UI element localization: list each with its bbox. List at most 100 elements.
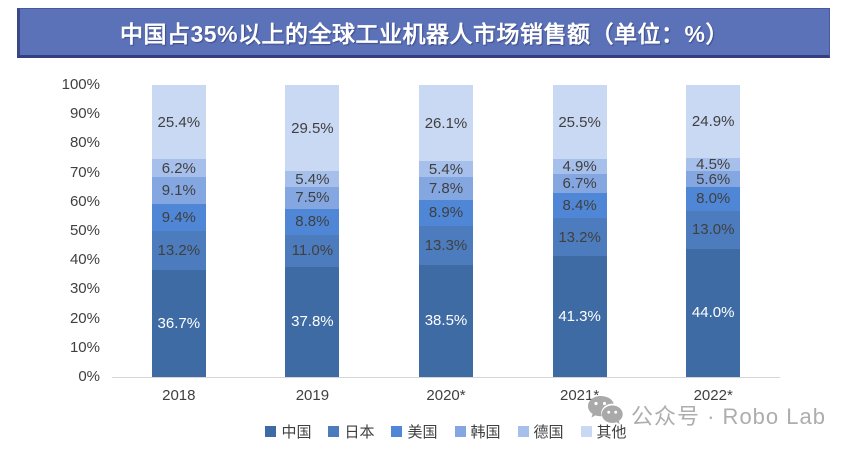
bar-segment-韩国: 7.8% bbox=[419, 177, 473, 200]
stacked-bar-2018: 36.7% 13.2% 9.4% 9.1% 6.2% 25.4% bbox=[151, 85, 206, 377]
bar-segment-德国: 5.4% bbox=[285, 170, 340, 188]
chart-title: 中国占35%以上的全球工业机器人市场销售额（单位：%） bbox=[120, 21, 729, 47]
segment-value-label: 44.0% bbox=[691, 304, 735, 322]
segment-value-label: 4.9% bbox=[562, 158, 597, 176]
bar-segment-日本: 13.0% bbox=[686, 210, 741, 249]
bar-segment-其他: 26.1% bbox=[419, 85, 473, 162]
segment-value-label: 8.9% bbox=[428, 204, 464, 222]
segment-value-label: 7.8% bbox=[428, 179, 464, 197]
legend-label: 德国 bbox=[533, 424, 564, 441]
y-axis-tick: 0% bbox=[78, 368, 100, 385]
bar-segment-美国: 9.4% bbox=[151, 203, 206, 232]
legend-swatch bbox=[454, 426, 466, 437]
bar-segment-日本: 13.3% bbox=[419, 225, 473, 265]
bar-segment-中国: 37.8% bbox=[285, 266, 340, 377]
segment-value-label: 37.8% bbox=[291, 313, 334, 331]
bar-segment-中国: 36.7% bbox=[151, 269, 206, 377]
legend-item-中国: 中国 bbox=[265, 421, 311, 442]
bar-segment-韩国: 9.1% bbox=[151, 177, 206, 204]
legend-item-韩国: 韩国 bbox=[454, 421, 501, 442]
bar-segment-韩国: 5.6% bbox=[686, 170, 741, 188]
legend-item-日本: 日本 bbox=[328, 421, 374, 442]
legend-swatch bbox=[580, 426, 592, 437]
segment-value-label: 13.0% bbox=[691, 221, 735, 239]
y-axis-tick: 10% bbox=[69, 338, 100, 356]
segment-value-label: 13.2% bbox=[157, 242, 201, 260]
segment-value-label: 8.0% bbox=[696, 190, 731, 208]
x-axis-line bbox=[112, 377, 780, 378]
segment-value-label: 29.5% bbox=[291, 119, 334, 137]
bar-segment-德国: 4.5% bbox=[686, 155, 741, 173]
legend-swatch bbox=[391, 426, 403, 437]
legend-swatch bbox=[517, 426, 529, 437]
segment-value-label: 41.3% bbox=[558, 308, 601, 326]
y-axis-tick: 70% bbox=[69, 163, 100, 181]
chart-title-banner: 中国占35%以上的全球工业机器人市场销售额（单位：%） bbox=[17, 8, 830, 58]
segment-value-label: 4.5% bbox=[696, 155, 731, 173]
legend-swatch bbox=[265, 426, 277, 437]
stacked-bar-2022*: 44.0% 13.0% 8.0% 5.6% 4.5% 24.9% bbox=[686, 85, 741, 377]
bar-segment-中国: 41.3% bbox=[552, 256, 607, 377]
legend-item-其他: 其他 bbox=[580, 421, 627, 442]
segment-value-label: 8.8% bbox=[295, 213, 330, 231]
legend-label: 中国 bbox=[281, 424, 312, 441]
y-axis-tick: 60% bbox=[69, 192, 100, 210]
stacked-bar-2021*: 41.3% 13.2% 8.4% 6.7% 4.9% 25.5% bbox=[552, 85, 607, 377]
bar-segment-中国: 44.0% bbox=[686, 248, 741, 377]
bar-segment-美国: 8.8% bbox=[285, 208, 340, 235]
y-axis-tick: 80% bbox=[69, 134, 100, 152]
y-axis-tick: 90% bbox=[69, 105, 100, 123]
segment-value-label: 9.4% bbox=[161, 209, 196, 227]
bar-segment-美国: 8.9% bbox=[419, 199, 473, 226]
segment-value-label: 6.7% bbox=[562, 175, 597, 193]
legend-label: 其他 bbox=[596, 424, 627, 441]
segment-value-label: 8.4% bbox=[562, 197, 597, 215]
stacked-bar-2020*: 38.5% 13.3% 8.9% 7.8% 5.4% 26.1% bbox=[419, 85, 473, 377]
x-axis-label: 2021* bbox=[559, 387, 600, 404]
bar-segment-其他: 25.5% bbox=[552, 85, 607, 160]
segment-value-label: 11.0% bbox=[291, 242, 334, 260]
bar-segment-其他: 29.5% bbox=[285, 85, 340, 172]
bar-segment-美国: 8.0% bbox=[686, 187, 741, 211]
bar-segment-其他: 25.4% bbox=[151, 85, 206, 160]
segment-value-label: 9.1% bbox=[161, 182, 196, 200]
segment-value-label: 5.4% bbox=[428, 160, 464, 178]
bar-segment-日本: 13.2% bbox=[552, 217, 607, 257]
bar-segment-其他: 24.9% bbox=[686, 85, 741, 158]
chart-legend: 中国 日本 美国 韩国 德国 其他 bbox=[112, 421, 780, 442]
bar-segment-美国: 8.4% bbox=[552, 193, 607, 218]
bar-segment-韩国: 7.5% bbox=[285, 186, 340, 209]
y-axis-tick: 20% bbox=[69, 309, 100, 327]
segment-value-label: 5.4% bbox=[295, 170, 330, 188]
bar-segment-德国: 5.4% bbox=[419, 161, 473, 177]
segment-value-label: 38.5% bbox=[424, 312, 468, 330]
x-axis-label: 2020* bbox=[426, 387, 466, 404]
x-axis-label: 2018 bbox=[162, 387, 196, 404]
segment-value-label: 6.2% bbox=[161, 159, 196, 177]
segment-value-label: 25.4% bbox=[157, 113, 201, 131]
legend-item-德国: 德国 bbox=[517, 421, 564, 442]
segment-value-label: 5.6% bbox=[696, 170, 731, 188]
segment-value-label: 25.5% bbox=[558, 113, 601, 131]
legend-label: 美国 bbox=[407, 424, 438, 441]
legend-label: 韩国 bbox=[470, 424, 501, 441]
x-axis-label: 2022* bbox=[693, 387, 733, 404]
segment-value-label: 24.9% bbox=[691, 112, 735, 130]
legend-label: 日本 bbox=[344, 424, 375, 441]
bar-segment-德国: 4.9% bbox=[552, 158, 607, 176]
y-axis-tick: 100% bbox=[61, 76, 100, 93]
segment-value-label: 26.1% bbox=[424, 114, 468, 132]
y-axis-tick: 40% bbox=[69, 251, 100, 269]
legend-item-美国: 美国 bbox=[391, 421, 438, 442]
bar-segment-中国: 38.5% bbox=[419, 264, 473, 377]
legend-swatch bbox=[328, 426, 340, 437]
segment-value-label: 36.7% bbox=[157, 314, 201, 332]
bar-segment-日本: 11.0% bbox=[285, 234, 340, 267]
stacked-bar-2019: 37.8% 11.0% 8.8% 7.5% 5.4% 29.5% bbox=[285, 85, 340, 377]
segment-value-label: 13.3% bbox=[424, 236, 468, 254]
y-axis-tick: 30% bbox=[69, 280, 100, 298]
x-axis-label: 2019 bbox=[295, 387, 330, 404]
bar-segment-日本: 13.2% bbox=[151, 231, 206, 270]
bar-segment-德国: 6.2% bbox=[151, 159, 206, 178]
